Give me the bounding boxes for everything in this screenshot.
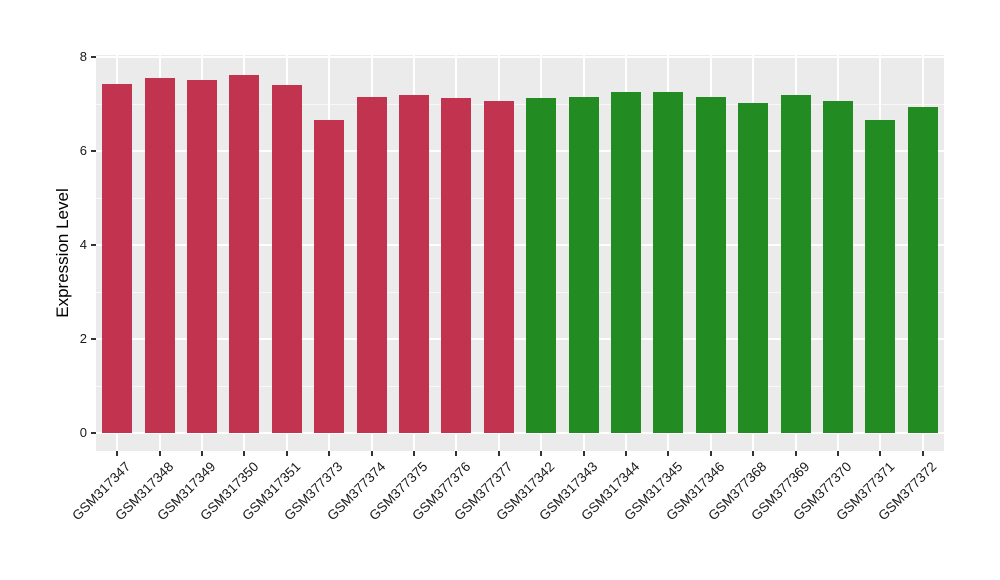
gridline-minor-y-3 bbox=[96, 291, 944, 293]
x-tick-mark-GSM317350 bbox=[243, 451, 246, 456]
y-tick-mark-4 bbox=[91, 244, 96, 246]
y-tick-label-2: 2 bbox=[79, 331, 87, 346]
gridline-major-y-8 bbox=[96, 56, 944, 58]
x-tick-mark-GSM377373 bbox=[328, 451, 331, 456]
y-tick-label-0: 0 bbox=[79, 425, 87, 440]
x-tick-mark-GSM317347 bbox=[116, 451, 119, 456]
x-tick-mark-GSM377370 bbox=[837, 451, 839, 456]
x-tick-mark-GSM317344 bbox=[625, 451, 627, 456]
bar-GSM377375 bbox=[399, 94, 429, 433]
bar-GSM317351 bbox=[271, 84, 302, 433]
gridline-minor-y-7 bbox=[96, 103, 944, 105]
x-tick-mark-GSM377372 bbox=[921, 451, 924, 456]
x-tick-mark-GSM377376 bbox=[455, 451, 458, 456]
bar-GSM317345 bbox=[653, 92, 684, 433]
bar-GSM377377 bbox=[483, 101, 514, 433]
x-tick-mark-GSM317342 bbox=[540, 451, 543, 456]
bar-GSM377373 bbox=[314, 119, 345, 433]
gridline-major-y-2 bbox=[96, 338, 944, 340]
y-tick-label-4: 4 bbox=[79, 237, 87, 252]
bar-GSM317344 bbox=[611, 92, 641, 433]
x-tick-mark-GSM317349 bbox=[201, 451, 203, 456]
bar-GSM317348 bbox=[144, 77, 175, 433]
bar-GSM377376 bbox=[441, 97, 472, 433]
gridline-minor-y-5 bbox=[96, 197, 944, 199]
x-tick-mark-GSM317343 bbox=[582, 451, 585, 456]
gridline-minor-y-1 bbox=[96, 385, 944, 387]
y-tick-label-8: 8 bbox=[79, 49, 87, 64]
y-tick-label-6: 6 bbox=[79, 143, 87, 158]
x-tick-mark-GSM377375 bbox=[413, 451, 415, 456]
x-tick-mark-GSM317351 bbox=[285, 451, 288, 456]
x-tick-mark-GSM377369 bbox=[794, 451, 797, 456]
bar-GSM377370 bbox=[823, 101, 853, 433]
bar-GSM377368 bbox=[738, 102, 769, 433]
bar-GSM317347 bbox=[102, 83, 133, 433]
x-tick-mark-GSM377371 bbox=[879, 451, 882, 456]
x-tick-mark-GSM377368 bbox=[752, 451, 755, 456]
plot-panel bbox=[96, 55, 944, 451]
x-tick-mark-GSM317348 bbox=[158, 451, 161, 456]
bar-GSM317342 bbox=[526, 97, 557, 433]
x-tick-mark-GSM377377 bbox=[497, 451, 500, 456]
bar-GSM317343 bbox=[568, 97, 599, 433]
y-axis-title: Expression Level bbox=[53, 188, 72, 318]
x-tick-mark-GSM317345 bbox=[667, 451, 670, 456]
gridline-major-y-4 bbox=[96, 244, 944, 246]
y-tick-mark-8 bbox=[91, 56, 96, 58]
bar-GSM317346 bbox=[695, 97, 726, 433]
bar-GSM377371 bbox=[865, 120, 896, 433]
bar-GSM377372 bbox=[907, 106, 938, 433]
x-tick-mark-GSM377374 bbox=[370, 451, 373, 456]
y-tick-mark-2 bbox=[91, 338, 96, 340]
bar-GSM317349 bbox=[187, 80, 217, 433]
gridline-major-y-0 bbox=[96, 432, 944, 434]
x-tick-mark-GSM317346 bbox=[709, 451, 712, 456]
bar-GSM317350 bbox=[229, 74, 260, 433]
bar-GSM377369 bbox=[780, 95, 811, 433]
y-tick-mark-0 bbox=[91, 432, 96, 434]
gridline-major-y-6 bbox=[96, 150, 944, 152]
bar-GSM377374 bbox=[356, 97, 387, 433]
y-tick-mark-6 bbox=[91, 150, 96, 152]
